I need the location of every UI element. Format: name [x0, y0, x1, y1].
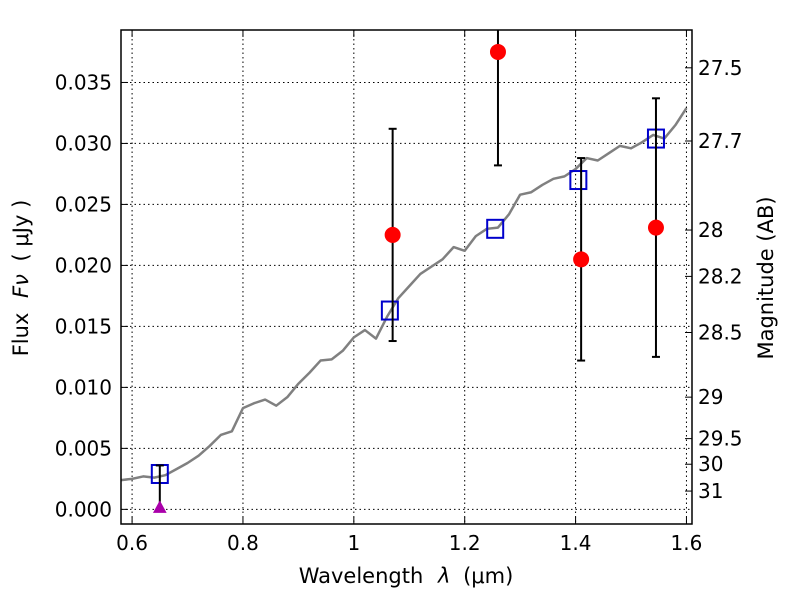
mag-tick-label: 27.7	[698, 129, 743, 153]
plot-content	[121, 30, 688, 513]
observed-point	[489, 43, 506, 60]
mag-tick-label: 29	[698, 385, 723, 409]
x-tick-label: 0.6	[116, 531, 148, 555]
mag-tick-label: 29.5	[698, 427, 743, 451]
observed-point	[384, 226, 401, 243]
x-axis-label-symbol: λ	[437, 564, 450, 588]
axis-ticks: 0.6 0.8 1 1.2 1.4 1.6 0.000 0.005 0.010 0.015 0.02…	[55, 30, 743, 555]
mag-tick-label: 28	[698, 218, 723, 242]
y-tick-label: 0.035	[55, 70, 112, 94]
x-tick-label: 0.8	[227, 531, 259, 555]
grid-lines	[121, 30, 692, 524]
model-sed-line	[121, 107, 688, 482]
y-axis-label-symbol: Fν	[9, 274, 33, 298]
mag-tick-label: 28.5	[698, 320, 743, 344]
x-tick-label: 1	[347, 531, 360, 555]
y-axis-label-text: Flux	[9, 313, 33, 357]
mag-tick-label: 30	[698, 452, 723, 476]
y-tick-label: 0.025	[55, 192, 112, 216]
y-tick-label: 0.030	[55, 131, 112, 155]
y-axis-label: Flux Fν ( μJy )	[9, 200, 33, 357]
x-axis-label-text: Wavelength	[299, 564, 424, 588]
y-tick-label: 0.015	[55, 314, 112, 338]
model-photometry-point	[380, 300, 399, 321]
mag-tick-label: 28.2	[698, 264, 743, 288]
right-axis-label: Magnitude (AB)	[754, 196, 778, 359]
plot-series	[121, 30, 688, 484]
y-tick-label: 0.005	[55, 436, 112, 460]
mag-tick-label: 31	[698, 479, 723, 503]
mag-tick-label: 27.5	[698, 56, 743, 80]
observed-point	[573, 251, 590, 268]
x-axis-label: Wavelength λ (μm)	[299, 564, 514, 588]
y-axis-label-unit: ( μJy )	[9, 200, 33, 262]
y-tick-label: 0.010	[55, 375, 112, 399]
upper-limit-marker	[152, 500, 167, 513]
x-tick-label: 1.4	[560, 531, 592, 555]
model-photometry-point	[569, 170, 588, 191]
plot-frame	[120, 29, 693, 525]
x-tick-label: 1.2	[449, 531, 481, 555]
model-photometry-point	[486, 218, 505, 239]
observed-point	[647, 219, 664, 236]
y-tick-label: 0.020	[55, 253, 112, 277]
x-tick-label: 1.6	[671, 531, 703, 555]
x-axis-label-unit: (μm)	[463, 564, 513, 588]
y-tick-label: 0.000	[55, 497, 112, 521]
